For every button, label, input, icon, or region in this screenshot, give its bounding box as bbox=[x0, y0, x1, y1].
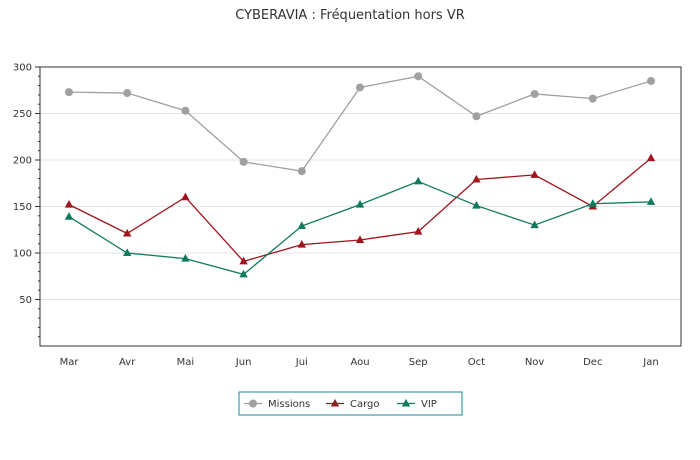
axes: 50 100 150 200 250 300 Mar Avr Mai Jun Jui Aou Sep Oc… bbox=[13, 63, 659, 369]
legend-marker bbox=[248, 399, 257, 408]
data-point-vip bbox=[181, 253, 190, 262]
data-point-cargo bbox=[414, 227, 423, 235]
data-point-vip bbox=[588, 199, 597, 207]
x-tick-label: Nov bbox=[525, 357, 545, 368]
series-line-vip bbox=[68, 180, 652, 276]
legend-item-vip[interactable]: VIP bbox=[397, 398, 437, 410]
series-missions bbox=[65, 72, 656, 176]
y-tick-label: 100 bbox=[13, 249, 32, 260]
x-tick-label: Mar bbox=[60, 357, 80, 368]
x-tick-label: Avr bbox=[119, 357, 136, 368]
legend-marker bbox=[401, 398, 411, 407]
legend[interactable]: Missions Cargo VIP bbox=[238, 391, 463, 416]
data-point-missions bbox=[297, 167, 306, 176]
x-tick-label: Mai bbox=[177, 357, 195, 368]
data-point-missions bbox=[181, 106, 190, 115]
x-tick-label: Jui bbox=[295, 357, 308, 368]
grid-lines bbox=[40, 66, 681, 300]
data-point-cargo bbox=[646, 153, 656, 162]
series-vip bbox=[64, 176, 656, 278]
data-point-vip bbox=[355, 200, 365, 208]
data-point-cargo bbox=[355, 235, 365, 243]
y-tick-label: 250 bbox=[13, 109, 32, 120]
data-point-missions bbox=[588, 94, 597, 103]
legend-box bbox=[238, 391, 463, 416]
data-point-cargo bbox=[472, 174, 481, 183]
data-point-cargo bbox=[239, 256, 248, 265]
x-tick-label: Jun bbox=[235, 357, 252, 368]
data-point-missions bbox=[355, 83, 364, 92]
data-point-cargo bbox=[530, 170, 539, 178]
x-tick-label: Jan bbox=[642, 357, 658, 368]
x-tick-label: Oct bbox=[468, 357, 485, 368]
data-point-missions bbox=[65, 88, 74, 97]
data-point-missions bbox=[472, 112, 481, 121]
data-point-cargo bbox=[64, 200, 74, 208]
y-tick-label: 50 bbox=[19, 295, 32, 306]
chart-title: CYBERAVIA : Fréquentation hors VR bbox=[235, 8, 465, 23]
y-tick-label: 300 bbox=[13, 63, 32, 74]
legend-label: Missions bbox=[268, 399, 310, 410]
data-point-cargo bbox=[123, 228, 132, 237]
data-point-missions bbox=[414, 72, 423, 81]
legend-item-cargo[interactable]: Cargo bbox=[326, 398, 380, 410]
data-point-vip bbox=[123, 248, 132, 256]
data-point-missions bbox=[530, 89, 539, 98]
data-point-vip bbox=[239, 269, 248, 278]
legend-marker bbox=[330, 398, 340, 407]
data-point-vip bbox=[646, 197, 656, 205]
legend-label: Cargo bbox=[350, 399, 380, 410]
data-point-vip bbox=[414, 176, 423, 185]
y-tick-label: 200 bbox=[13, 156, 32, 167]
series-layer bbox=[64, 72, 656, 278]
data-point-cargo bbox=[297, 240, 306, 248]
series-line-cargo bbox=[68, 157, 652, 263]
data-point-vip bbox=[472, 200, 481, 209]
data-point-vip bbox=[530, 220, 539, 229]
legend-label: VIP bbox=[421, 399, 437, 410]
legend-item-missions[interactable]: Missions bbox=[244, 399, 310, 410]
data-point-missions bbox=[123, 89, 132, 98]
x-tick-label: Sep bbox=[409, 357, 428, 368]
data-point-vip bbox=[64, 212, 74, 220]
series-cargo bbox=[64, 153, 656, 265]
y-tick-label: 150 bbox=[13, 202, 32, 213]
data-point-missions bbox=[647, 76, 656, 85]
x-tick-label: Aou bbox=[350, 357, 369, 368]
data-point-missions bbox=[239, 157, 248, 166]
data-point-cargo bbox=[181, 192, 190, 201]
data-point-vip bbox=[297, 221, 306, 230]
x-tick-label: Dec bbox=[583, 357, 602, 368]
